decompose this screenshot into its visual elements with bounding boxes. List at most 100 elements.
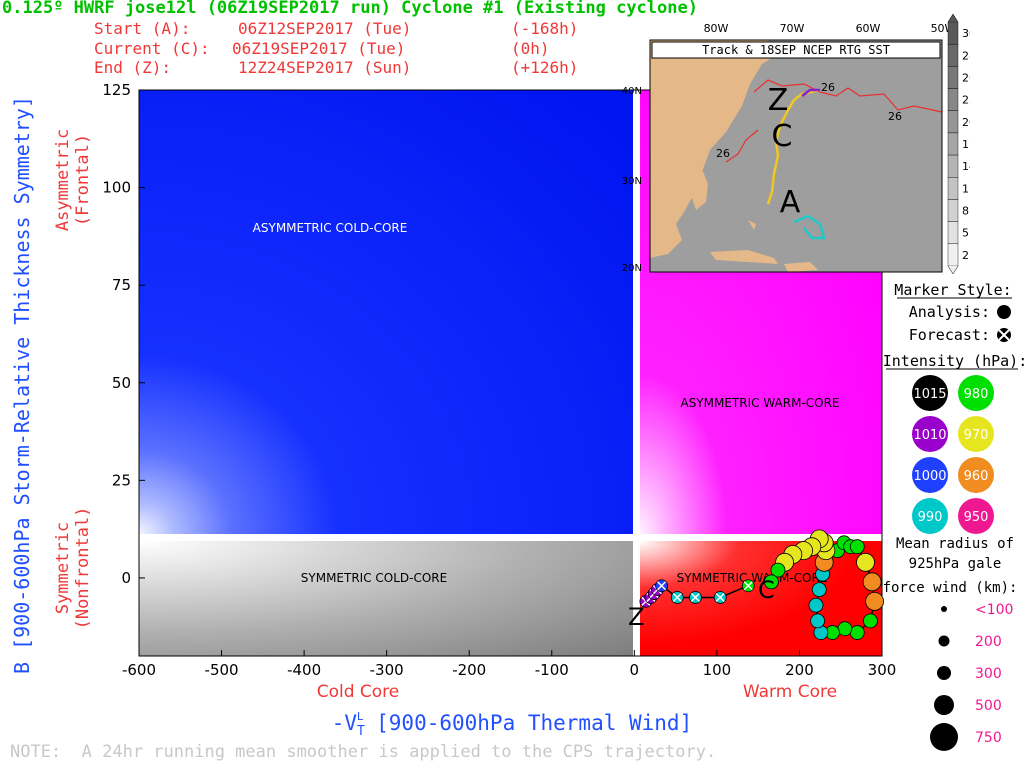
sst-colorbar: 30 28 26 23 20 17 14 11 8 5 2 (947, 14, 970, 275)
forecast-cross (690, 592, 700, 602)
trajectory-point (862, 572, 882, 592)
y-tick-label: 25 (112, 471, 131, 489)
colorbar-tick: 20 (962, 116, 970, 129)
start-value: 06Z12SEP2017 (Tue) (238, 19, 412, 38)
map-title: Track & 18SEP NCEP RTG SST (702, 43, 890, 57)
colorbar-tick: 8 (962, 205, 969, 218)
map-marker-end: Z (768, 83, 789, 118)
plot-frame (138, 89, 883, 657)
lon-tick: 70W (780, 22, 805, 35)
start-label: Start (A): (94, 19, 191, 38)
region-label-asym-cold: ASYMMETRIC COLD-CORE (253, 221, 408, 235)
lat-tick: 40N (622, 86, 642, 97)
y-axis: 0 25 50 75 100 125 (102, 81, 145, 587)
y-axis-title: B [900-600hPa Storm-Relative Thickness S… (10, 96, 34, 674)
isotherm-label-2: 26 (888, 110, 902, 123)
x-tick-label: -600 (122, 661, 156, 679)
x-axis: -600 -500 -400 -300 -200 -100 0 100 200 300 (122, 650, 896, 679)
sst-isotherm-26 (753, 79, 943, 113)
quadrant-asym-cold (139, 90, 633, 534)
forecast-cross (743, 581, 753, 591)
colorbar-tick: 26 (962, 71, 970, 84)
track-marker-current: C (758, 576, 775, 604)
colorbar-segment (947, 21, 959, 45)
land-bahamas (748, 220, 756, 230)
lat-tick: 20N (622, 263, 642, 274)
trajectory-point (863, 613, 878, 629)
forecast-cross (715, 592, 725, 602)
x-tick-label: 200 (785, 661, 814, 679)
forecast-cross (672, 592, 682, 602)
chart-title: 0.125º HWRF jose12l (06Z19SEP2017 run) C… (2, 0, 698, 18)
trajectory-point (849, 625, 865, 640)
storm-track (766, 88, 821, 205)
y-frontal-label: (Frontal) (73, 134, 93, 226)
colorbar-tick: 5 (962, 227, 969, 240)
colorbar-tick: 17 (962, 138, 970, 151)
colorbar-tick: 23 (962, 94, 970, 107)
x-warm-core-label: Warm Core (743, 682, 837, 702)
trajectory-point (865, 591, 884, 611)
colorbar-arrow (947, 265, 959, 275)
x-tick-label: -400 (287, 661, 321, 679)
quadrant-sym-cold (139, 541, 633, 656)
map-marker-start: A (780, 185, 801, 220)
cps-trajectory (639, 529, 884, 640)
map-marker-current: C (772, 119, 793, 154)
trajectory-point (763, 574, 779, 590)
colorbar-segment (947, 154, 959, 178)
x-tick-label: 300 (868, 661, 897, 679)
colorbar-tick: 2 (962, 249, 969, 262)
colorbar-tick: 11 (962, 182, 970, 195)
trajectory-point (810, 613, 826, 629)
colorbar-segment (947, 88, 959, 111)
y-tick-label: 75 (112, 276, 131, 294)
y-tick-label: 50 (112, 374, 131, 392)
y-tick-label: 0 (121, 569, 131, 587)
trajectory-point (811, 582, 827, 598)
colorbar-segment (947, 132, 959, 156)
storm-track-early (793, 214, 826, 240)
isotherm-label-1: 26 (821, 81, 835, 94)
start-offset: (-168h) (511, 19, 579, 38)
trajectory-point (837, 621, 853, 637)
lon-tick: 80W (704, 22, 729, 35)
land-cuba (710, 250, 778, 264)
colorbar-tick: 14 (962, 160, 970, 173)
land-florida (676, 164, 708, 210)
current-value: 06Z19SEP2017 (Tue) (232, 39, 406, 58)
x-tick-label: -100 (535, 661, 569, 679)
colorbar-segment (947, 221, 959, 245)
land-hispaniola (784, 262, 818, 272)
lon-tick: 60W (856, 22, 881, 35)
track-marker-end: Z (628, 603, 644, 631)
phase-quadrants (139, 90, 882, 656)
colorbar-segment (947, 243, 959, 267)
colorbar-segment (947, 110, 959, 134)
trajectory-point (849, 539, 865, 555)
y-asymmetric-label: Asymmetric (53, 129, 73, 231)
trajectory-point (808, 597, 824, 613)
colorbar-segment (947, 177, 959, 200)
colorbar-tick: 28 (962, 49, 970, 62)
track-sst-map: 26 26 26 A C Z Track & 18SEP NCEP RTG SS… (622, 14, 970, 275)
region-label-sym-cold: SYMMETRIC COLD-CORE (301, 571, 447, 585)
y-symmetric-label: Symmetric (53, 522, 73, 614)
storm-track-late (801, 88, 820, 97)
colorbar-arrow (947, 14, 959, 23)
colorbar-tick: 30 (962, 27, 970, 40)
map-frame (649, 39, 943, 273)
x-axis-title: -VTL [900-600hPa Thermal Wind] (332, 710, 692, 739)
y-tick-label: 125 (102, 81, 131, 99)
y-nonfrontal-label: (Nonfrontal) (73, 507, 93, 630)
region-label-sym-warm: SYMMETRIC WARM-CORE (677, 571, 828, 585)
trajectory-point (770, 562, 786, 578)
x-tick-label: -500 (205, 661, 239, 679)
end-label: End (Z): (94, 58, 172, 77)
trajectory-point (856, 552, 875, 572)
land-north-america (650, 40, 778, 258)
lat-tick: 30N (622, 176, 642, 187)
end-offset: (+126h) (511, 58, 579, 77)
x-tick-label: -300 (370, 661, 404, 679)
